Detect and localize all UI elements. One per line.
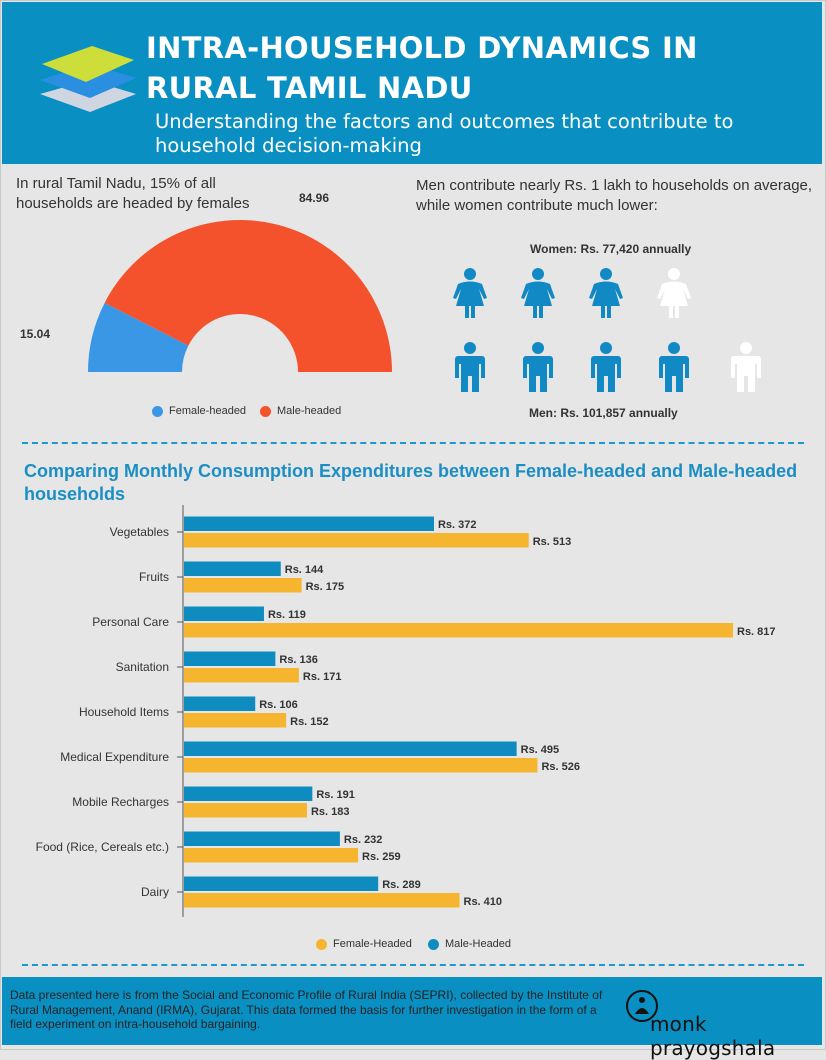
divider-top [22, 442, 804, 444]
bar-label-female-headed: Rs. 817 [737, 626, 776, 638]
bar-female-headed [184, 803, 307, 818]
legend-dot-male [260, 405, 271, 417]
legend-male-headed: Male-headed [260, 405, 341, 417]
category-label: Dairy [141, 885, 169, 899]
bar-male-headed [184, 831, 340, 846]
bar-female-headed [184, 758, 538, 773]
woman-icon [453, 268, 487, 318]
legend-label-male-bars: Male-Headed [445, 938, 512, 950]
category-label: Household Items [79, 705, 169, 719]
bar-label-male-headed: Rs. 144 [285, 564, 324, 576]
category-label: Sanitation [116, 660, 169, 674]
legend-dot-female [152, 405, 163, 417]
bar-male-headed [184, 516, 434, 531]
category-label: Fruits [139, 570, 169, 584]
header-banner [2, 2, 822, 164]
divider-bottom [22, 964, 804, 966]
donut-label-female: 15.04 [20, 327, 50, 341]
bar-label-female-headed: Rs. 175 [306, 581, 345, 593]
layers-icon [40, 46, 136, 112]
headship-text: In rural Tamil Nadu, 15% of all househol… [16, 175, 250, 212]
man-icon [731, 342, 761, 392]
category-label: Food (Rice, Cereals etc.) [36, 840, 169, 854]
bar-female-headed [184, 668, 299, 683]
legend-male-headed-bars: Male-Headed [428, 938, 511, 950]
bar-label-male-headed: Rs. 495 [521, 744, 560, 756]
woman-icon [589, 268, 623, 318]
footer-source-text: Data presented here is from the Social a… [10, 988, 603, 1031]
page-title: INTRA-HOUSEHOLD DYNAMICS IN RURAL TAMIL … [146, 31, 698, 105]
bar-label-female-headed: Rs. 171 [303, 671, 342, 683]
donut-slice-male [104, 220, 392, 372]
category-label: Medical Expenditure [60, 750, 169, 764]
woman-icon [657, 268, 691, 318]
bar-label-female-headed: Rs. 259 [362, 851, 401, 863]
man-icon [659, 342, 689, 392]
page-subtitle: Understanding the factors and outcomes t… [155, 110, 734, 157]
man-icon [591, 342, 621, 392]
expenditure-bar-chart: Vegetables Rs. 372 Rs. 513 Fruits Rs. 144 Rs.… [36, 505, 776, 917]
bar-male-headed [184, 561, 281, 576]
bar-label-female-headed: Rs. 152 [290, 716, 329, 728]
bar-label-male-headed: Rs. 119 [268, 609, 306, 621]
man-icon [455, 342, 485, 392]
legend-female-headed-bars: Female-Headed [316, 938, 412, 950]
donut-label-male: 84.96 [299, 191, 329, 205]
income-text: Men contribute nearly Rs. 1 lakh to hous… [416, 177, 813, 214]
monk-logo-icon [626, 990, 658, 1022]
footer-banner [2, 977, 822, 1045]
bar-label-male-headed: Rs. 289 [382, 879, 421, 891]
bar-male-headed [184, 876, 379, 891]
bar-female-headed [184, 578, 302, 593]
legend-dot-male-bars [428, 938, 439, 950]
donut-slice-female [88, 302, 189, 372]
legend-label-male: Male-headed [277, 405, 342, 417]
bar-label-female-headed: Rs. 410 [464, 896, 503, 908]
bar-label-female-headed: Rs. 526 [541, 761, 580, 773]
bar-label-male-headed: Rs. 191 [316, 789, 355, 801]
category-label: Vegetables [110, 525, 169, 539]
bar-male-headed [184, 741, 517, 756]
bar-female-headed [184, 623, 733, 638]
category-label: Mobile Recharges [72, 795, 169, 809]
bar-label-female-headed: Rs. 513 [533, 536, 572, 548]
legend-label-female-bars: Female-Headed [333, 938, 412, 950]
bar-female-headed [184, 848, 359, 863]
women-income-label: Women: Rs. 77,420 annually [530, 242, 692, 256]
bar-female-headed [184, 713, 287, 728]
brand-name: monk prayogshala [650, 1012, 776, 1060]
category-label: Personal Care [92, 615, 169, 629]
income-pictogram [453, 268, 761, 392]
men-income-label: Men: Rs. 101,857 annually [529, 406, 678, 420]
bar-label-female-headed: Rs. 183 [311, 806, 350, 818]
bar-male-headed [184, 651, 276, 666]
bar-male-headed [184, 606, 264, 621]
man-icon [523, 342, 553, 392]
bar-female-headed [184, 893, 460, 908]
bar-label-male-headed: Rs. 372 [438, 519, 477, 531]
bar-label-male-headed: Rs. 232 [344, 834, 383, 846]
bar-male-headed [184, 696, 256, 711]
bar-label-male-headed: Rs. 136 [279, 654, 318, 666]
expenditure-chart-title: Comparing Monthly Consumption Expenditur… [24, 461, 798, 504]
bar-label-male-headed: Rs. 106 [259, 699, 298, 711]
legend-dot-female-bars [316, 938, 327, 950]
legend-female-headed: Female-headed [152, 405, 246, 417]
headship-donut-chart: 15.04 84.96 [20, 191, 392, 372]
bar-male-headed [184, 786, 313, 801]
bar-female-headed [184, 533, 529, 548]
legend-label-female: Female-headed [169, 405, 247, 417]
woman-icon [521, 268, 555, 318]
